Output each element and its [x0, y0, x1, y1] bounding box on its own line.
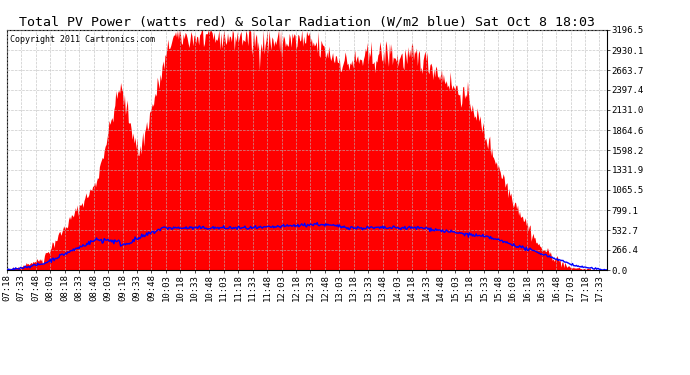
Title: Total PV Power (watts red) & Solar Radiation (W/m2 blue) Sat Oct 8 18:03: Total PV Power (watts red) & Solar Radia… — [19, 16, 595, 29]
Text: Copyright 2011 Cartronics.com: Copyright 2011 Cartronics.com — [10, 35, 155, 44]
